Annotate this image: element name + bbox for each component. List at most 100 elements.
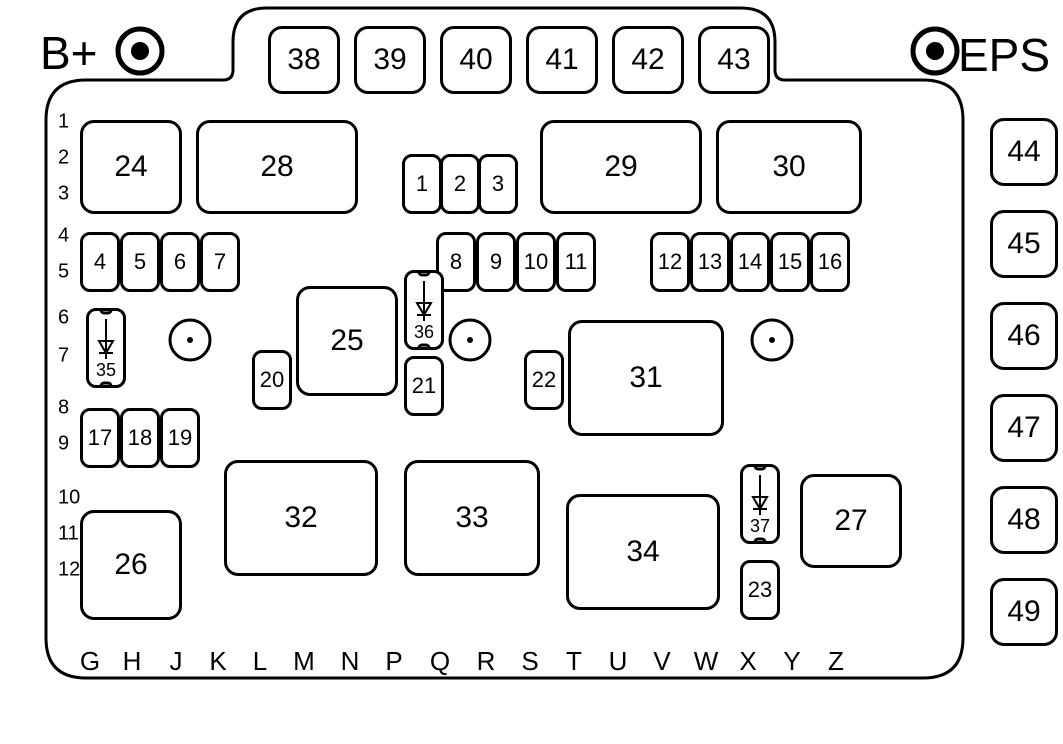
fuse-10: 10 <box>516 232 556 292</box>
mounting-stud-3 <box>746 314 798 366</box>
fuse-9: 9 <box>476 232 516 292</box>
slot-label: 15 <box>778 249 802 275</box>
slot-label: 30 <box>772 150 805 184</box>
fuse-1: 1 <box>402 154 442 214</box>
row-index-3: 3 <box>58 183 69 206</box>
side-maxi-fuse-47: 47 <box>990 394 1058 462</box>
slot-label: 33 <box>455 501 488 535</box>
row-index-7: 7 <box>58 345 69 368</box>
slot-label: 22 <box>532 367 556 393</box>
slot-label: 14 <box>738 249 762 275</box>
fuse-22: 22 <box>524 350 564 410</box>
mounting-stud-1 <box>164 314 216 366</box>
relay-34: 34 <box>566 494 720 610</box>
slot-label: 27 <box>834 504 867 538</box>
slot-label: 48 <box>1007 503 1040 537</box>
col-index-W: W <box>694 646 719 677</box>
slot-label: 37 <box>743 516 777 537</box>
slot-label: 46 <box>1007 319 1040 353</box>
slot-label: 26 <box>114 548 147 582</box>
relay-24: 24 <box>80 120 182 214</box>
slot-label: 38 <box>287 43 320 77</box>
fuse-21: 21 <box>404 356 444 416</box>
col-index-Y: Y <box>783 646 800 677</box>
fuse-3: 3 <box>478 154 518 214</box>
slot-label: 9 <box>490 249 502 275</box>
diode-37: 37 <box>740 464 780 544</box>
fuse-11: 11 <box>556 232 596 292</box>
slot-label: 28 <box>260 150 293 184</box>
slot-label: 21 <box>412 373 436 399</box>
row-index-8: 8 <box>58 397 69 420</box>
slot-label: 5 <box>134 249 146 275</box>
slot-label: 1 <box>416 171 428 197</box>
col-index-L: L <box>253 646 267 677</box>
relay-26: 26 <box>80 510 182 620</box>
slot-label: 34 <box>626 535 659 569</box>
slot-label: 44 <box>1007 135 1040 169</box>
col-index-M: M <box>293 646 315 677</box>
top-maxi-fuse-42: 42 <box>612 26 684 94</box>
label-b-plus: B+ <box>40 26 98 80</box>
slot-label: 41 <box>545 43 578 77</box>
relay-33: 33 <box>404 460 540 576</box>
col-index-U: U <box>609 646 628 677</box>
row-index-2: 2 <box>58 147 69 170</box>
slot-label: 36 <box>407 322 441 343</box>
col-index-G: G <box>80 646 100 677</box>
relay-27: 27 <box>800 474 902 568</box>
diode-35: 35 <box>86 308 126 388</box>
side-maxi-fuse-49: 49 <box>990 578 1058 646</box>
slot-label: 2 <box>454 171 466 197</box>
col-index-T: T <box>566 646 582 677</box>
slot-label: 19 <box>168 425 192 451</box>
col-index-J: J <box>170 646 183 677</box>
top-maxi-fuse-41: 41 <box>526 26 598 94</box>
fuse-12: 12 <box>650 232 690 292</box>
slot-label: 45 <box>1007 227 1040 261</box>
slot-label: 31 <box>629 361 662 395</box>
fuse-2: 2 <box>440 154 480 214</box>
top-maxi-fuse-39: 39 <box>354 26 426 94</box>
slot-label: 35 <box>89 360 123 381</box>
slot-label: 13 <box>698 249 722 275</box>
col-index-R: R <box>477 646 496 677</box>
slot-label: 11 <box>565 249 588 275</box>
side-maxi-fuse-45: 45 <box>990 210 1058 278</box>
fuse-18: 18 <box>120 408 160 468</box>
mounting-stud-2 <box>444 314 496 366</box>
slot-label: 4 <box>94 249 106 275</box>
diode-36: 36 <box>404 270 444 350</box>
slot-label: 43 <box>717 43 750 77</box>
col-index-H: H <box>123 646 142 677</box>
slot-label: 8 <box>450 249 462 275</box>
top-maxi-fuse-43: 43 <box>698 26 770 94</box>
slot-label: 40 <box>459 43 492 77</box>
fuse-6: 6 <box>160 232 200 292</box>
row-index-1: 1 <box>58 111 69 134</box>
fuse-14: 14 <box>730 232 770 292</box>
top-maxi-fuse-40: 40 <box>440 26 512 94</box>
col-index-V: V <box>653 646 670 677</box>
row-index-5: 5 <box>58 261 69 284</box>
slot-label: 29 <box>604 150 637 184</box>
slot-label: 25 <box>330 324 363 358</box>
row-index-12: 12 <box>58 559 80 582</box>
slot-label: 47 <box>1007 411 1040 445</box>
fuse-23: 23 <box>740 560 780 620</box>
col-index-Z: Z <box>828 646 844 677</box>
terminal-b-plus-icon <box>114 25 166 77</box>
terminal-eps-icon <box>909 25 961 77</box>
slot-label: 20 <box>260 367 284 393</box>
slot-label: 18 <box>128 425 152 451</box>
fuse-19: 19 <box>160 408 200 468</box>
slot-label: 6 <box>174 249 186 275</box>
fuse-16: 16 <box>810 232 850 292</box>
row-index-11: 11 <box>58 523 79 546</box>
label-eps: EPS <box>958 28 1050 82</box>
row-index-4: 4 <box>58 225 69 248</box>
fusebox-diagram: B+ EPS 383940414243444546474849242829302… <box>0 0 1063 744</box>
row-index-10: 10 <box>58 487 80 510</box>
fuse-7: 7 <box>200 232 240 292</box>
side-maxi-fuse-46: 46 <box>990 302 1058 370</box>
